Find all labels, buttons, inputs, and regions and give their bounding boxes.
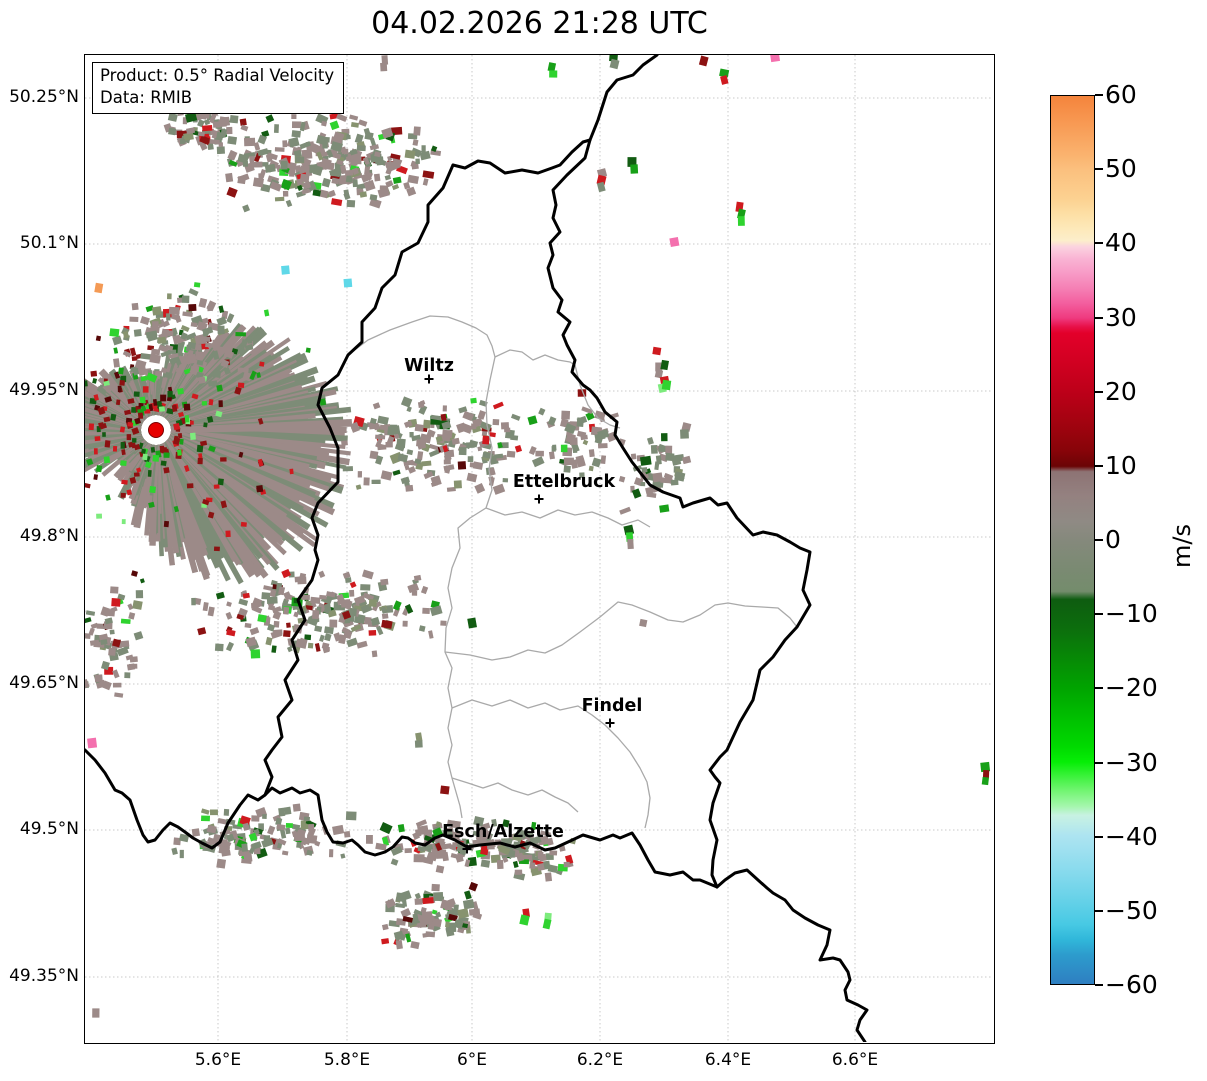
colorbar-tick-mark — [1095, 316, 1103, 319]
colorbar-tick-mark — [1095, 168, 1103, 171]
lon-tick-label: 6.6°E — [831, 1050, 879, 1070]
colorbar-tick-mark — [1095, 687, 1103, 690]
colorbar-tick-label: −30 — [1105, 747, 1158, 777]
data-source-line: Data: RMIB — [100, 88, 193, 108]
lat-tick-label: 49.5°N — [19, 819, 79, 839]
lat-tick-label: 50.1°N — [19, 233, 79, 253]
colorbar-tick-mark — [1095, 909, 1103, 912]
lat-tick-label: 49.65°N — [9, 673, 79, 693]
colorbar-tick-label: 10 — [1105, 450, 1137, 480]
map-canvas: Wiltz Ettelbruck Findel Esch/Alzette Pro… — [84, 54, 995, 1044]
colorbar-tick-label: 50 — [1105, 154, 1137, 184]
colorbar-tick-label: −20 — [1105, 673, 1158, 703]
lon-tick-label: 6.2°E — [576, 1050, 624, 1070]
lat-tick-label: 49.95°N — [9, 380, 79, 400]
colorbar-tick-mark — [1095, 539, 1103, 541]
colorbar-tick-label: −10 — [1105, 599, 1158, 629]
lat-tick-label: 49.35°N — [9, 966, 79, 986]
city-label: Wiltz — [404, 356, 454, 376]
colorbar-tick-label: 30 — [1105, 302, 1137, 332]
france-germany-border — [715, 868, 869, 1042]
product-line: Product: 0.5° Radial Velocity — [100, 66, 335, 85]
luxembourg-east-border — [546, 138, 812, 889]
lat-tick-label: 49.8°N — [19, 526, 79, 546]
city-label: Findel — [582, 696, 643, 716]
graticule-gridlines — [85, 55, 993, 1042]
map-svg: Wiltz Ettelbruck Findel Esch/Alzette — [85, 55, 993, 1042]
lon-tick-label: 5.6°E — [194, 1050, 242, 1070]
city-label: Esch/Alzette — [442, 822, 564, 842]
colorbar-tick-label: 40 — [1105, 228, 1137, 258]
product-info-box: Product: 0.5° Radial Velocity Data: RMIB — [92, 62, 345, 115]
canton-borders — [347, 315, 798, 829]
colorbar-tick-mark — [1095, 390, 1103, 393]
radar-site-marker — [143, 417, 169, 443]
colorbar-unit-label: m/s — [1168, 524, 1196, 568]
page-title: 04.02.2026 21:28 UTC — [371, 6, 708, 41]
luxembourg-north-border — [451, 138, 592, 175]
colorbar-tick-label: −50 — [1105, 895, 1158, 925]
lat-tick-label: 50.25°N — [9, 87, 79, 107]
luxembourg-south-border — [263, 786, 719, 889]
belgium-germany-border — [588, 55, 659, 142]
colorbar-tick-label: −40 — [1105, 821, 1158, 851]
colorbar-tick-mark — [1095, 464, 1103, 467]
city-label: Ettelbruck — [513, 472, 616, 492]
colorbar-tick-mark — [1095, 984, 1103, 986]
colorbar-tick-label: 0 — [1105, 525, 1121, 554]
colorbar-tick-mark — [1095, 835, 1103, 838]
national-borders — [85, 55, 869, 1042]
colorbar-tick-label: 20 — [1105, 376, 1137, 406]
lon-tick-label: 6.4°E — [704, 1050, 752, 1070]
colorbar-tick-mark — [1095, 242, 1103, 245]
lon-tick-label: 6°E — [456, 1050, 488, 1070]
lon-tick-label: 5.8°E — [323, 1050, 371, 1070]
colorbar-tick-label: 60 — [1105, 80, 1137, 109]
city-labels-layer: Wiltz Ettelbruck Findel Esch/Alzette — [404, 356, 642, 854]
colorbar-tick-mark — [1095, 94, 1103, 96]
colorbar-tick-label: −60 — [1105, 970, 1158, 999]
radar-echo-layer — [85, 55, 991, 1018]
velocity-colorbar — [1050, 95, 1095, 985]
luxembourg-west-border — [263, 163, 455, 797]
colorbar-tick-mark — [1095, 761, 1103, 764]
city-plus-markers — [424, 374, 615, 854]
radar-site-dot — [148, 422, 164, 438]
france-belgium-border — [85, 748, 267, 850]
colorbar-tick-mark — [1095, 613, 1103, 616]
